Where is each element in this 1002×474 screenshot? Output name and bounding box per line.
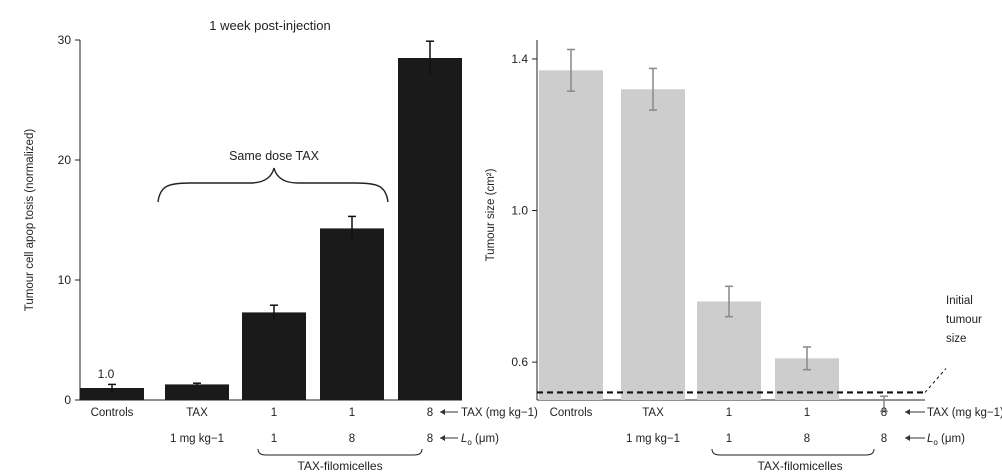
group-bracket	[257, 448, 423, 456]
bar	[165, 384, 229, 400]
x-label-row1: 1	[804, 407, 810, 419]
x-label-row1: 8	[427, 407, 433, 419]
y-tick-label: 30	[58, 33, 72, 47]
row2-key: Lo (μm)	[440, 433, 499, 447]
same-dose-brace	[157, 167, 389, 203]
x-label-row2: 8	[804, 433, 810, 445]
x-label-row1: 1	[726, 407, 732, 419]
y-tick-label: 0	[64, 393, 71, 407]
reference-label-line: size	[946, 333, 966, 345]
group-label: TAX-filomicelles	[297, 459, 382, 473]
bar	[697, 301, 761, 400]
chart-tumour-size: 0.6 1.0 1.4 Tumour size (cm²) Initial tumou…	[485, 40, 1002, 473]
y-ticks: 0.6 1.0 1.4	[511, 52, 537, 369]
x-labels: Controls TAX 1 mg kg−1 1 1 1 8 8 8	[91, 407, 434, 445]
row1-key: TAX (mg kg−1)	[905, 407, 1002, 419]
bar	[398, 58, 462, 400]
x-label-row1-sub: 1 mg kg−1	[626, 433, 680, 445]
reference-line	[537, 368, 947, 394]
bar	[539, 70, 603, 400]
reference-leader	[924, 368, 947, 393]
group-label: TAX-filomicelles	[757, 459, 842, 473]
bar	[242, 312, 306, 400]
bar	[621, 89, 685, 401]
svg-text:Lo (μm): Lo (μm)	[461, 433, 499, 447]
same-dose-label: Same dose TAX	[229, 149, 320, 163]
x-label-row2: 8	[427, 433, 433, 445]
svg-text:TAX (mg kg−1): TAX (mg kg−1)	[461, 407, 538, 419]
chart-apoptosis: 1 week post-injection 0 10 20 30 Tumour cel…	[24, 18, 538, 473]
y-tick-label: 20	[58, 153, 72, 167]
y-ticks: 0 10 20 30	[58, 33, 80, 407]
bar	[80, 388, 144, 400]
x-label-row1: Controls	[550, 407, 593, 419]
y-tick-label: 10	[58, 273, 72, 287]
group-bracket	[711, 448, 875, 456]
x-label-row1-sub: 1 mg kg−1	[170, 433, 224, 445]
x-label-row2: 8	[881, 433, 887, 445]
chart-title: 1 week post-injection	[209, 18, 330, 33]
y-tick-label: 1.4	[511, 52, 528, 66]
y-tick-label: 1.0	[511, 204, 528, 218]
x-label-row1: 8	[881, 407, 887, 419]
x-label-row1: Controls	[91, 407, 134, 419]
reference-label-line: Initial	[946, 295, 973, 307]
row2-key: Lo (μm)	[905, 433, 965, 447]
x-label-row2: 1	[726, 433, 732, 445]
x-label-row1: TAX	[642, 407, 664, 419]
x-label-row1: 1	[349, 407, 355, 419]
x-label-row1: 1	[271, 407, 277, 419]
x-labels: Controls TAX 1 mg kg−1 1 1 1 8 8 8	[550, 407, 888, 445]
y-tick-label: 0.6	[511, 355, 528, 369]
svg-text:Lo (μm): Lo (μm)	[927, 433, 965, 447]
x-label-row2: 8	[349, 433, 355, 445]
svg-text:TAX (mg kg−1): TAX (mg kg−1)	[927, 407, 1002, 419]
bars	[80, 40, 462, 400]
y-axis-label: Tumour size (cm²)	[485, 168, 497, 261]
x-label-row1: TAX	[186, 407, 208, 419]
reference-label-line: tumour	[946, 314, 982, 326]
row1-key: TAX (mg kg−1)	[440, 407, 538, 419]
value-label: 1.0	[98, 367, 115, 381]
bar	[320, 228, 384, 400]
x-label-row2: 1	[271, 433, 277, 445]
reference-label: Initial tumour size	[946, 295, 982, 345]
y-axis-label: Tumour cell apop tosis (normalized)	[24, 129, 36, 312]
bars	[539, 48, 888, 413]
